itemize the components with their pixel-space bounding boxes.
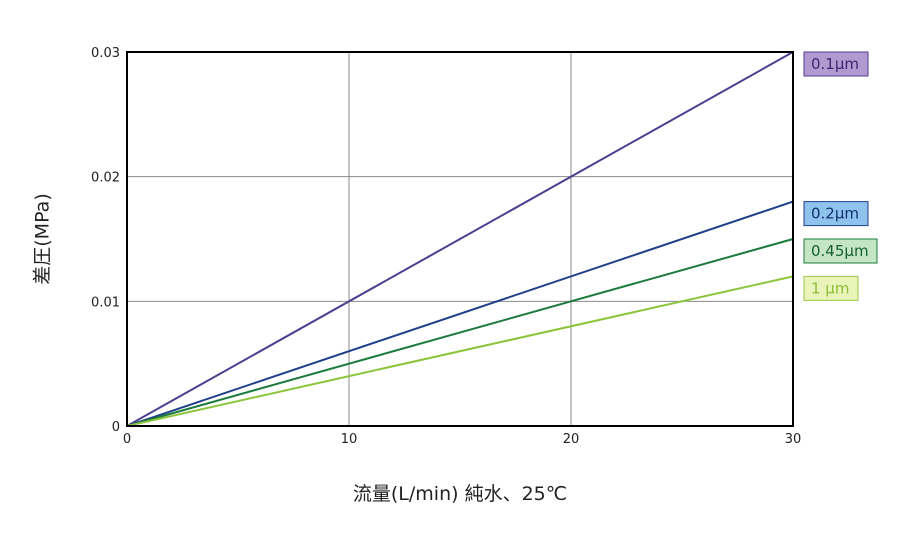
x-tick-label: 30 — [785, 432, 802, 447]
legend-box — [803, 238, 878, 264]
y-tick-label: 0 — [112, 420, 120, 435]
y-axis-title: 差圧(MPa) — [32, 193, 54, 284]
series-line — [126, 51, 794, 427]
plot-area-frame — [126, 51, 794, 427]
x-tick-label: 0 — [123, 432, 131, 447]
x-axis-title: 流量(L/min) 純水、25℃ — [353, 483, 567, 505]
legend-label: 0.2μm — [811, 205, 859, 223]
y-tick-label: 0.03 — [91, 46, 120, 61]
y-tick-label: 0.01 — [91, 295, 120, 310]
legend-box — [803, 201, 869, 227]
series-lines — [126, 51, 794, 427]
y-tick-label: 0.02 — [91, 171, 120, 186]
series-line — [126, 238, 794, 427]
tick-labels: 0 10 20 30 0 0.01 0.02 0.03 — [91, 46, 801, 447]
series-line — [126, 275, 794, 427]
legend-box — [803, 51, 869, 77]
x-tick-label: 20 — [563, 432, 580, 447]
legend-box — [803, 275, 859, 301]
legend-label: 0.1μm — [811, 55, 859, 73]
x-tick-label: 10 — [341, 432, 358, 447]
legend: 0.1μm 0.2μm 0.45μm 1 μm — [803, 51, 878, 301]
series-line — [126, 200, 794, 427]
legend-label: 1 μm — [811, 279, 849, 297]
legend-label: 0.45μm — [811, 242, 869, 260]
